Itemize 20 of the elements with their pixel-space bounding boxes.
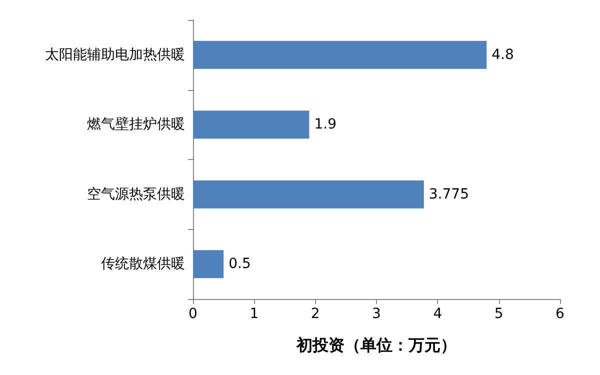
x-tick-label: 4: [433, 306, 442, 322]
x-axis-title: 初投资（单位：万元）: [296, 336, 456, 354]
bar: [193, 40, 487, 69]
data-label: 0.5: [228, 256, 251, 272]
data-label: 1.9: [314, 116, 336, 133]
x-tick-label: 3: [372, 306, 381, 322]
data-label: 4.8: [492, 46, 514, 63]
bar: [193, 180, 424, 208]
bar: [193, 250, 224, 278]
y-tick-label: 空气源热泵供暖: [87, 186, 185, 202]
y-tick-label: 传统散煤供暖: [101, 256, 185, 272]
x-tick-label: 0: [188, 306, 198, 322]
x-tick-label: 1: [250, 306, 259, 322]
data-label: 3.775: [428, 186, 469, 202]
x-tick-label: 5: [494, 306, 504, 322]
x-tick-label: 2: [310, 306, 320, 322]
x-tick-label: 6: [556, 306, 565, 322]
bar: [193, 110, 310, 139]
y-tick-label: 太阳能辅助电加热供暖: [45, 46, 185, 63]
y-tick-label: 燃气壁挂炉供暖: [87, 116, 185, 133]
